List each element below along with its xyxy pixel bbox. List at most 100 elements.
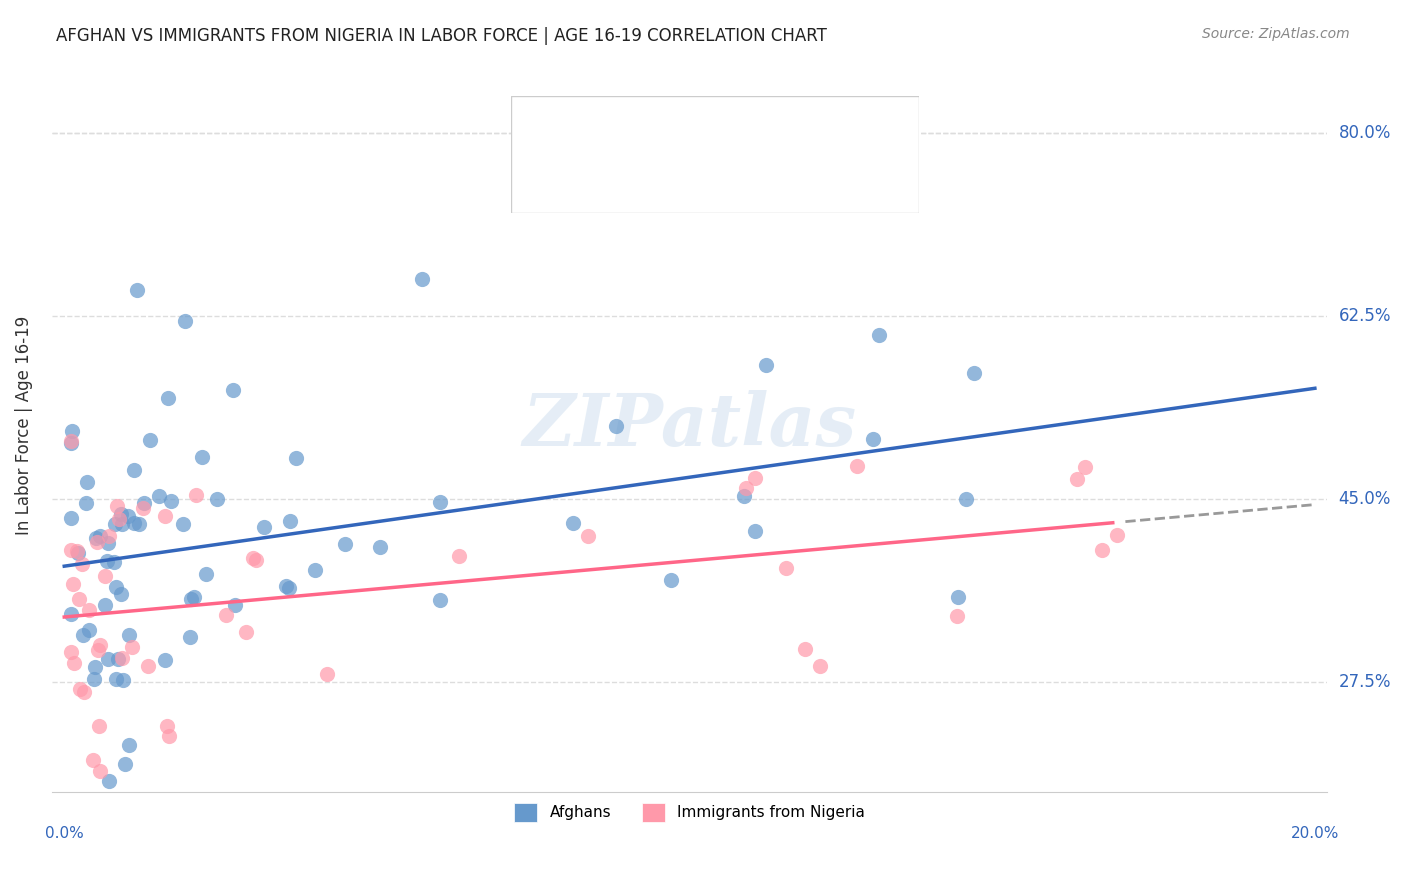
Point (59, 542, 82, 557)
Point (156, 719, 179, 733)
Point (775, 561, 797, 575)
Point (733, 489, 755, 503)
Point (1074, 459, 1097, 474)
Point (103, 555, 125, 569)
Point (118, 628, 141, 642)
Point (794, 641, 817, 656)
Point (108, 512, 131, 526)
Point (215, 607, 238, 622)
Point (121, 640, 143, 655)
Point (1066, 472, 1088, 486)
Point (157, 729, 180, 743)
Point (659, 573, 682, 587)
Point (59, 645, 82, 659)
Point (284, 450, 307, 465)
Point (94, 569, 117, 583)
Point (73, 685, 96, 699)
Point (122, 462, 145, 476)
Point (946, 609, 969, 624)
Point (111, 516, 134, 531)
Point (576, 529, 599, 543)
Point (60, 424, 83, 438)
Point (335, 537, 357, 551)
Point (180, 592, 202, 607)
Point (67, 591, 90, 606)
Point (104, 580, 127, 594)
Point (112, 673, 135, 688)
Point (868, 328, 890, 343)
Point (221, 383, 243, 397)
Point (276, 578, 298, 592)
Point (186, 488, 208, 502)
Point (205, 492, 228, 507)
Point (98, 529, 121, 543)
Point (94, 599, 117, 613)
Point (83, 659, 105, 673)
Point (278, 581, 301, 595)
Point (105, 673, 128, 687)
Point (148, 489, 170, 503)
Point (107, 652, 129, 666)
Point (808, 658, 831, 673)
Y-axis label: In Labor Force | Age 16-19: In Labor Force | Age 16-19 (15, 316, 32, 535)
Point (110, 586, 132, 600)
Point (60, 607, 83, 621)
Point (172, 517, 194, 532)
Point (69, 681, 91, 696)
Point (136, 658, 159, 673)
Point (744, 524, 766, 538)
Point (75, 495, 97, 509)
Point (72, 627, 94, 641)
Point (105, 499, 128, 513)
Point (118, 738, 141, 752)
Point (59, 436, 82, 450)
Point (77, 603, 100, 617)
Text: 27.5%: 27.5% (1339, 673, 1391, 690)
Point (132, 496, 155, 510)
Text: ZIPatlas: ZIPatlas (523, 390, 856, 461)
Point (179, 630, 201, 644)
Point (235, 624, 257, 639)
Point (605, 418, 627, 433)
Point (89, 638, 111, 652)
Legend: Afghans, Immigrants from Nigeria: Afghans, Immigrants from Nigeria (509, 797, 870, 828)
Point (77, 624, 100, 638)
Point (111, 651, 134, 665)
Point (87, 643, 110, 657)
Text: 62.5%: 62.5% (1339, 307, 1391, 325)
Text: Source: ZipAtlas.com: Source: ZipAtlas.com (1202, 27, 1350, 41)
Point (449, 549, 471, 563)
Text: AFGHAN VS IMMIGRANTS FROM NIGERIA IN LABOR FORCE | AGE 16-19 CORRELATION CHART: AFGHAN VS IMMIGRANTS FROM NIGERIA IN LAB… (56, 27, 827, 45)
Text: 80.0%: 80.0% (1339, 124, 1391, 142)
Point (946, 590, 969, 604)
Point (370, 541, 392, 555)
Point (97, 536, 120, 550)
Point (117, 509, 139, 524)
Point (132, 501, 155, 516)
Point (97, 651, 120, 665)
Point (76, 475, 98, 489)
Point (173, 314, 195, 328)
Point (66, 544, 89, 558)
Point (103, 517, 125, 532)
Point (224, 599, 246, 613)
Point (59, 511, 82, 525)
Point (114, 757, 136, 772)
Point (66, 546, 89, 560)
Point (744, 471, 766, 485)
Point (96, 554, 118, 568)
Point (278, 514, 301, 528)
Text: 0.0%: 0.0% (45, 826, 83, 841)
Point (70, 557, 93, 571)
Point (59, 434, 82, 449)
Point (139, 434, 162, 448)
Point (846, 458, 869, 473)
Point (87, 719, 110, 733)
Point (110, 507, 132, 521)
Point (63, 656, 86, 670)
Point (316, 666, 339, 681)
Point (429, 593, 451, 607)
Point (156, 391, 179, 405)
Point (125, 283, 148, 297)
Point (83, 672, 105, 686)
